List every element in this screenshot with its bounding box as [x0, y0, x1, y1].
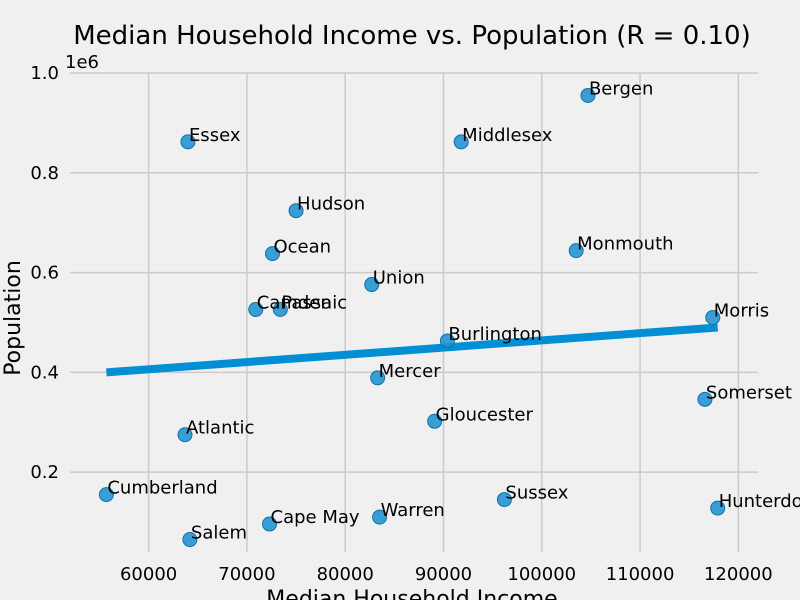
x-tick-label: 80000 — [317, 564, 374, 585]
data-point — [710, 500, 726, 516]
y-tick-label: 0.6 — [30, 263, 59, 284]
data-point-label: Warren — [381, 500, 445, 521]
data-point-label: Hudson — [297, 194, 365, 215]
data-point — [262, 516, 278, 532]
data-point-label: Cumberland — [107, 478, 217, 499]
data-point — [439, 333, 455, 349]
x-tick-label: 120000 — [704, 564, 773, 585]
x-tick-label: 70000 — [218, 564, 275, 585]
data-point — [288, 203, 304, 219]
x-ticks: 60000 70000 80000 90000 100000 110000 120000 — [120, 564, 773, 585]
data-point-label: Atlantic — [186, 418, 254, 439]
data-point-label: Mercer — [379, 361, 442, 382]
data-point — [372, 509, 388, 525]
data-point — [453, 134, 469, 150]
y-ticks: 0.2 0.4 0.6 0.8 1.0 — [30, 63, 59, 483]
data-point-label: Sussex — [505, 483, 568, 504]
data-point — [427, 413, 443, 429]
trendline — [106, 323, 718, 377]
x-tick-label: 90000 — [415, 564, 472, 585]
y-axis-label: Population — [1, 260, 26, 376]
data-point — [496, 492, 512, 508]
data-point-label: Cape May — [271, 507, 360, 528]
data-point-label: Morris — [714, 300, 769, 321]
x-tick-label: 60000 — [120, 564, 177, 585]
data-point-label: Union — [373, 268, 425, 289]
data-point-label: Somerset — [706, 382, 792, 403]
data-point — [697, 391, 713, 407]
data-point-label: Hunterdon — [719, 491, 800, 512]
data-point-label: Salem — [191, 523, 247, 544]
chart-title: Median Household Income vs. Population (… — [73, 21, 751, 51]
data-point-label: Passaic — [281, 293, 347, 314]
grid — [70, 72, 758, 552]
data-point-label: Middlesex — [462, 125, 553, 146]
data-point — [705, 309, 721, 325]
data-point — [568, 243, 584, 259]
data-point — [272, 302, 288, 318]
x-tick-label: 100000 — [507, 564, 576, 585]
data-point — [248, 302, 264, 318]
data-point-label: Gloucester — [436, 404, 534, 425]
data-point-label: Camden — [257, 293, 332, 314]
data-point — [180, 134, 196, 150]
y-tick-label: 0.8 — [30, 163, 59, 184]
data-point — [370, 370, 386, 386]
data-point-label: Ocean — [273, 237, 331, 258]
point-labels-group: Bergen Essex Middlesex Hudson Ocean Monmouth U… — [107, 78, 800, 543]
x-tick-label: 110000 — [606, 564, 675, 585]
y-tick-label: 0.4 — [30, 362, 59, 383]
data-point — [182, 532, 198, 548]
data-point-label: Bergen — [589, 78, 653, 99]
data-point-label: Monmouth — [577, 234, 673, 255]
y-multiplier-label: 1e6 — [65, 52, 99, 73]
data-point-label: Essex — [189, 125, 241, 146]
data-point — [580, 87, 596, 103]
data-point — [264, 246, 280, 262]
y-tick-label: 1.0 — [30, 63, 59, 84]
x-axis-label: Median Household Income — [266, 587, 557, 600]
data-point — [177, 427, 193, 443]
data-point — [364, 277, 380, 293]
y-tick-label: 0.2 — [30, 462, 59, 483]
data-point — [98, 487, 114, 503]
points-group — [98, 87, 726, 548]
trendline-group — [106, 323, 718, 377]
data-point-label: Burlington — [448, 324, 541, 345]
